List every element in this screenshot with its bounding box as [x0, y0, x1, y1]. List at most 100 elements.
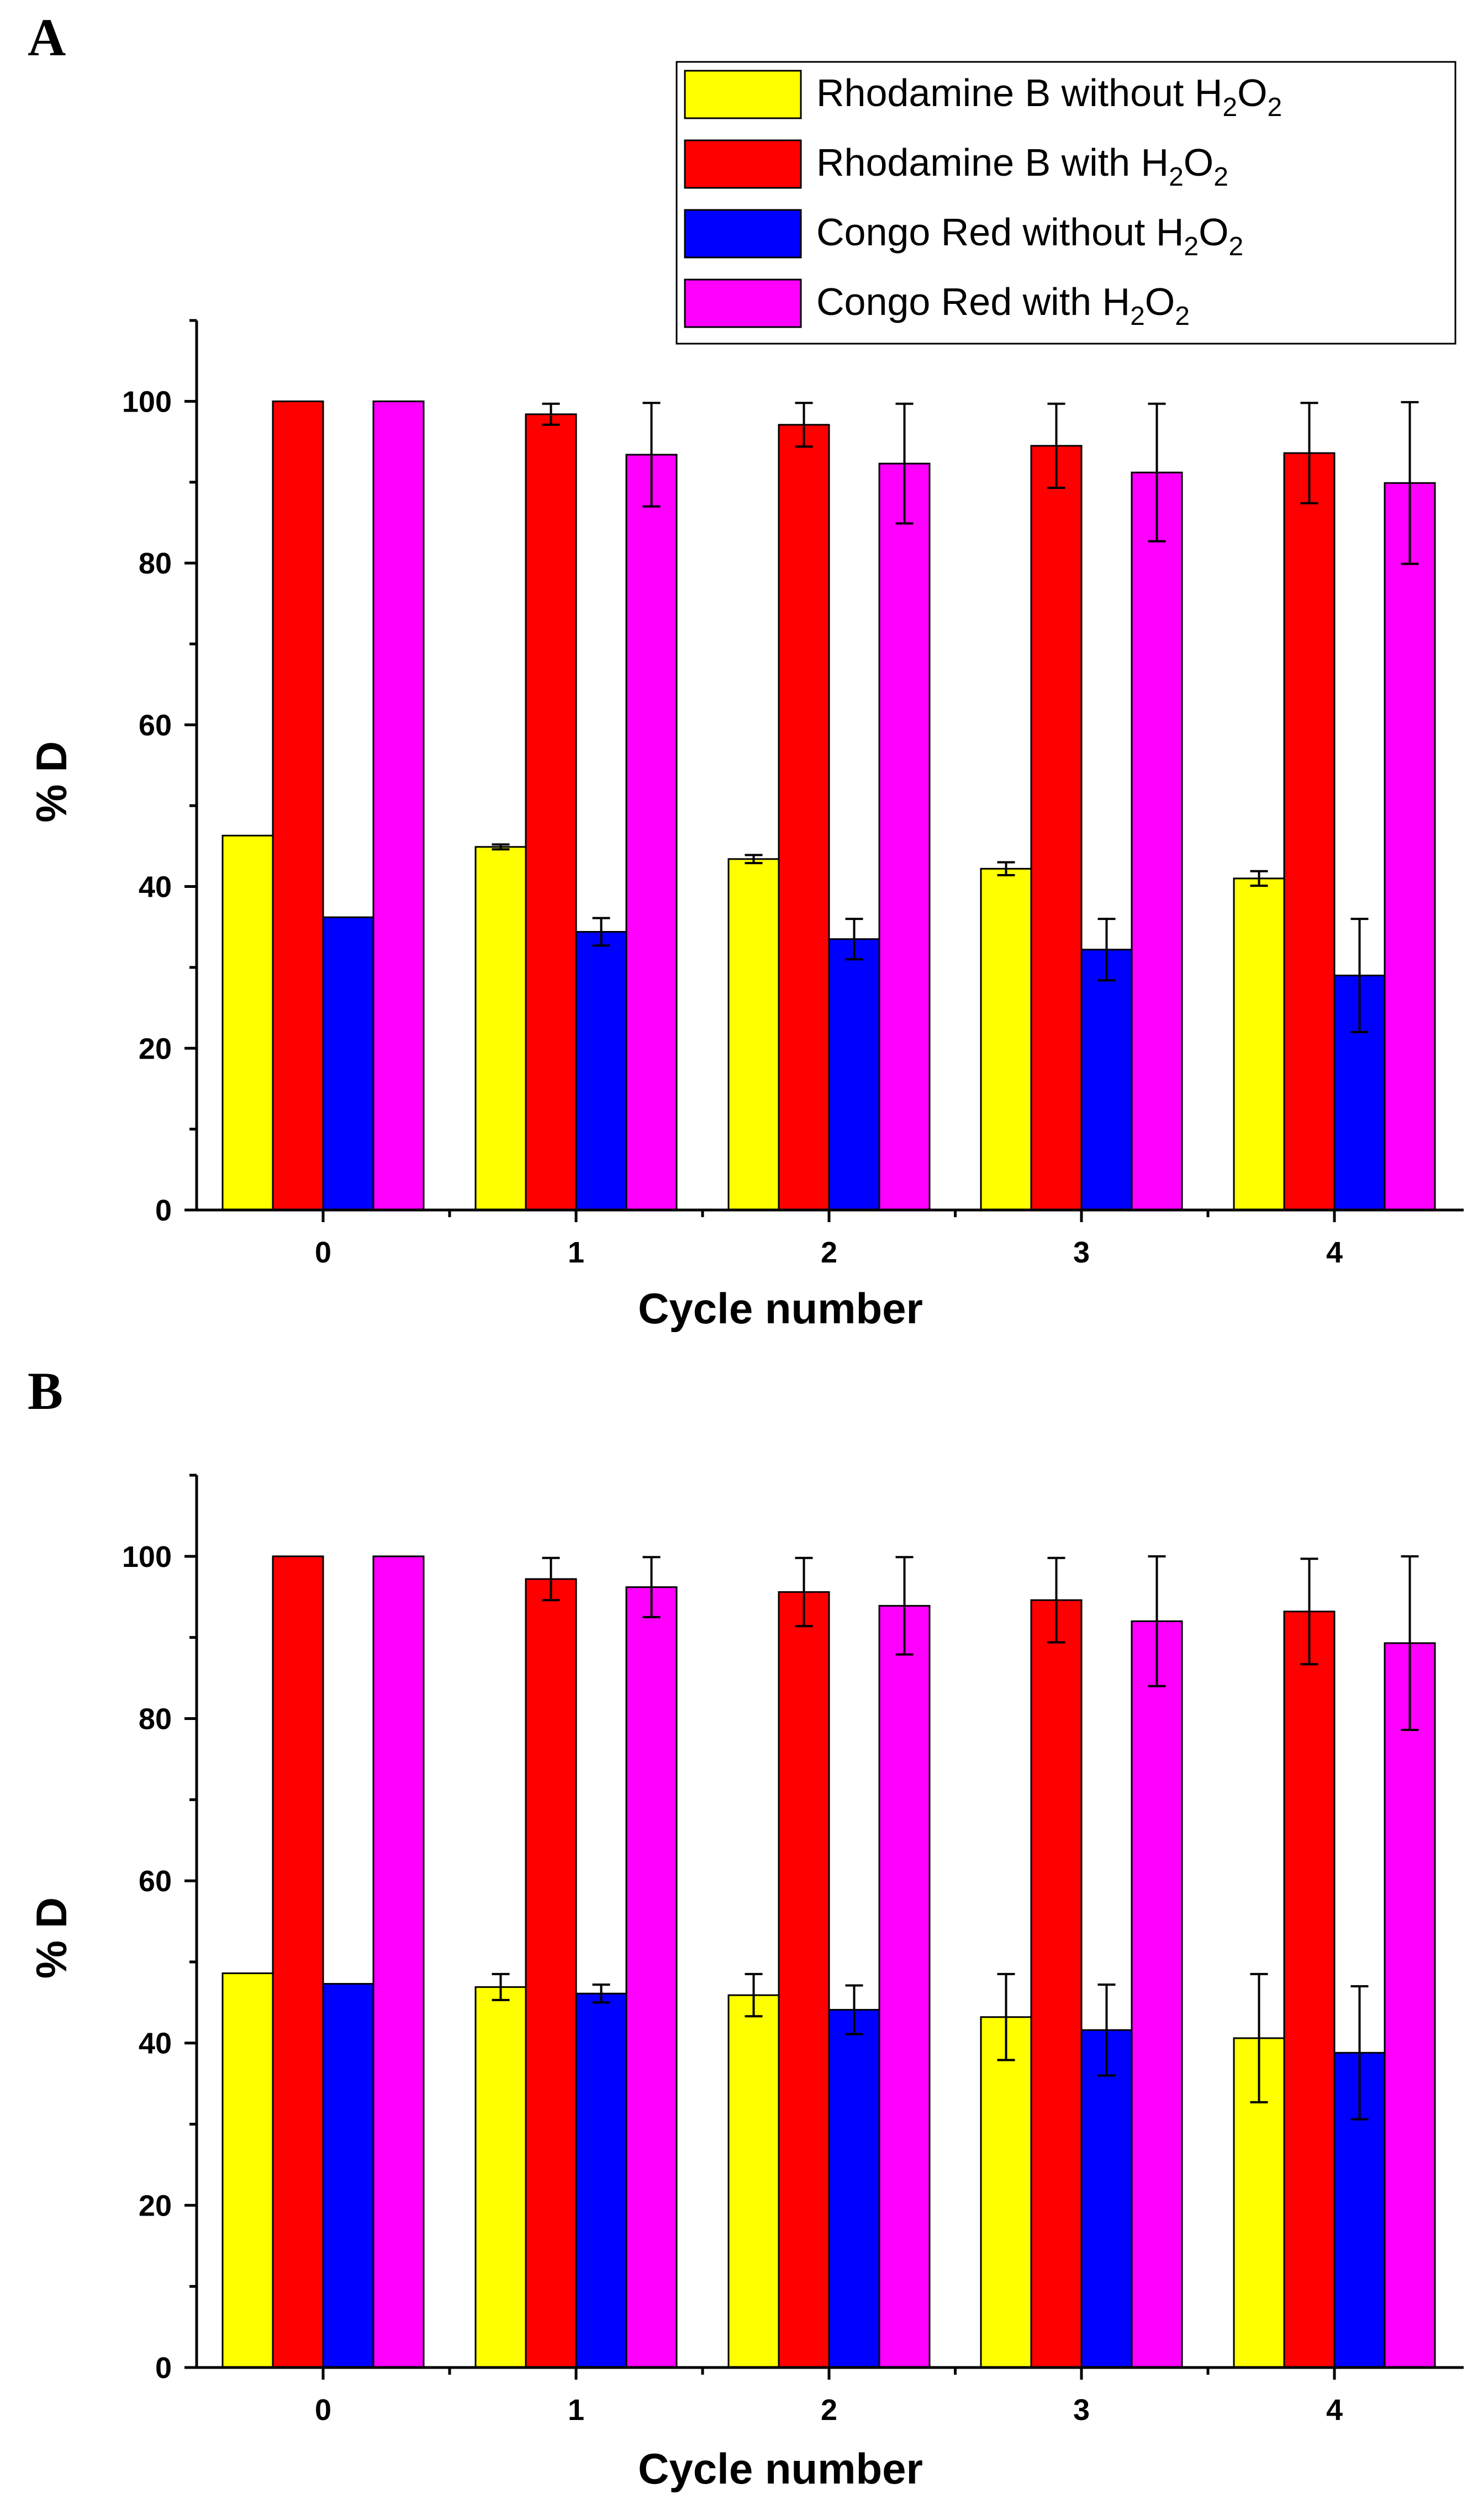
bar-a-congo-red-with-h2o2-cycle-2: [878, 462, 931, 1211]
legend-item-rhodamine-b-without-h2o2: Rhodamine B without H2O2: [684, 70, 1282, 122]
bar-a-rhodamine-b-without-h2o2-cycle-1: [474, 846, 527, 1211]
error-bar-a-congo-red-with-h2o2-cycle-1: [642, 402, 661, 508]
y-axis-title-a: % D: [27, 741, 76, 822]
legend-item-congo-red-without-h2o2: Congo Red without H2O2: [684, 209, 1243, 261]
bar-a-rhodamine-b-with-h2o2-cycle-2: [778, 424, 830, 1211]
bar-b-rhodamine-b-without-h2o2-cycle-1: [474, 1986, 527, 2369]
bar-b-rhodamine-b-without-h2o2-cycle-2: [727, 1994, 780, 2369]
bar-a-rhodamine-b-without-h2o2-cycle-3: [980, 867, 1032, 1211]
bar-b-rhodamine-b-with-h2o2-cycle-2: [778, 1591, 830, 2369]
bar-b-rhodamine-b-with-h2o2-cycle-0: [272, 1555, 324, 2369]
legend: Rhodamine B without H2O2 Rhodamine B with…: [675, 61, 1456, 345]
bar-b-congo-red-with-h2o2-cycle-3: [1131, 1620, 1183, 2369]
bar-a-rhodamine-b-with-h2o2-cycle-3: [1030, 445, 1083, 1211]
panel-b-label: B: [28, 1361, 63, 1421]
bar-b-rhodamine-b-without-h2o2-cycle-3: [980, 2016, 1032, 2369]
bar-b-rhodamine-b-with-h2o2-cycle-3: [1030, 1599, 1083, 2369]
bar-a-congo-red-without-h2o2-cycle-1: [575, 931, 627, 1211]
y-tick-label-a-0: 0: [155, 1194, 172, 1227]
error-bar-a-congo-red-without-h2o2-cycle-1: [592, 917, 610, 947]
error-bar-a-congo-red-without-h2o2-cycle-3: [1097, 918, 1116, 982]
error-bar-b-rhodamine-b-without-h2o2-cycle-2: [745, 1972, 763, 2018]
legend-item-rhodamine-b-with-h2o2: Rhodamine B with H2O2: [684, 139, 1228, 192]
error-bar-b-congo-red-without-h2o2-cycle-3: [1097, 1984, 1116, 2077]
error-bar-b-rhodamine-b-without-h2o2-cycle-4: [1250, 1972, 1268, 2103]
legend-label: Congo Red without H2O2: [816, 211, 1243, 261]
y-tick-label-b-100: 100: [122, 1540, 172, 1574]
bar-b-congo-red-without-h2o2-cycle-2: [828, 2009, 880, 2369]
legend-item-congo-red-with-h2o2: Congo Red with H2O2: [684, 278, 1190, 331]
y-tick-label-a-80: 80: [139, 547, 172, 580]
y-tick-label-a-60: 60: [139, 709, 172, 742]
error-bar-a-congo-red-with-h2o2-cycle-4: [1401, 401, 1419, 565]
bar-b-congo-red-without-h2o2-cycle-1: [575, 1992, 627, 2369]
x-axis-title-a: Cycle number: [638, 1284, 923, 1333]
bar-b-rhodamine-b-with-h2o2-cycle-1: [525, 1578, 577, 2369]
error-bar-b-congo-red-without-h2o2-cycle-2: [845, 1984, 863, 2035]
bar-a-rhodamine-b-without-h2o2-cycle-2: [727, 858, 780, 1211]
error-bar-b-rhodamine-b-with-h2o2-cycle-1: [542, 1556, 560, 1602]
error-bar-b-rhodamine-b-with-h2o2-cycle-3: [1047, 1556, 1065, 1644]
y-tick-label-b-0: 0: [155, 2351, 172, 2385]
error-bar-a-rhodamine-b-with-h2o2-cycle-4: [1300, 402, 1318, 504]
panel-b-chart: B 0 20 40 60 80 100 0 1 2 3 4 Cycle number % D: [27, 1361, 1464, 2493]
x-tick-label-b-2: 2: [821, 2393, 837, 2427]
panel-a-chart: A 0 20 40 60 80 100 0 1 2 3 4 Cycle number % D: [27, 8, 1464, 1333]
x-tick-label-a-2: 2: [821, 1236, 837, 1269]
y-tick-label-a-40: 40: [139, 871, 172, 904]
error-bar-b-congo-red-without-h2o2-cycle-1: [592, 1984, 610, 2004]
legend-swatch: [684, 278, 802, 328]
bar-a-rhodamine-b-without-h2o2-cycle-4: [1233, 877, 1285, 1211]
legend-swatch: [684, 139, 802, 189]
bar-b-congo-red-without-h2o2-cycle-0: [322, 1983, 374, 2369]
error-bar-b-congo-red-with-h2o2-cycle-2: [895, 1556, 914, 1656]
y-tick-label-b-40: 40: [139, 2027, 172, 2060]
bar-b-rhodamine-b-without-h2o2-cycle-0: [221, 1972, 274, 2369]
error-bar-a-congo-red-with-h2o2-cycle-3: [1148, 402, 1166, 543]
x-tick-label-a-0: 0: [315, 1236, 331, 1269]
bar-a-congo-red-with-h2o2-cycle-1: [625, 454, 678, 1211]
bar-a-congo-red-without-h2o2-cycle-2: [828, 938, 880, 1211]
error-bar-a-rhodamine-b-without-h2o2-cycle-4: [1250, 870, 1268, 887]
bar-b-congo-red-with-h2o2-cycle-0: [372, 1555, 425, 2369]
legend-label: Rhodamine B without H2O2: [816, 71, 1282, 122]
error-bar-a-congo-red-with-h2o2-cycle-2: [895, 402, 914, 525]
x-axis-title-b: Cycle number: [638, 2444, 923, 2493]
x-tick-label-a-4: 4: [1326, 1236, 1343, 1269]
legend-label: Congo Red with H2O2: [816, 280, 1190, 331]
y-tick-label-b-80: 80: [139, 1702, 172, 1735]
bar-a-congo-red-with-h2o2-cycle-0: [372, 400, 425, 1211]
bar-a-rhodamine-b-with-h2o2-cycle-4: [1283, 452, 1336, 1211]
error-bar-a-rhodamine-b-with-h2o2-cycle-2: [795, 402, 813, 448]
x-tick-label-b-3: 3: [1073, 2393, 1090, 2427]
error-bar-b-rhodamine-b-with-h2o2-cycle-2: [795, 1556, 813, 1628]
bar-b-congo-red-with-h2o2-cycle-4: [1384, 1642, 1436, 2369]
error-bar-b-congo-red-with-h2o2-cycle-1: [642, 1556, 661, 1618]
error-bar-a-rhodamine-b-without-h2o2-cycle-2: [745, 854, 763, 865]
y-tick-label-a-20: 20: [139, 1032, 172, 1065]
bar-a-rhodamine-b-without-h2o2-cycle-0: [221, 834, 274, 1211]
error-bar-a-rhodamine-b-without-h2o2-cycle-1: [492, 843, 510, 851]
error-bar-b-rhodamine-b-without-h2o2-cycle-1: [492, 1972, 510, 2001]
error-bar-a-congo-red-without-h2o2-cycle-4: [1350, 918, 1369, 1033]
error-bar-a-rhodamine-b-without-h2o2-cycle-3: [997, 861, 1015, 877]
error-bar-a-congo-red-without-h2o2-cycle-2: [845, 918, 863, 961]
legend-swatch: [684, 209, 802, 259]
bar-b-congo-red-with-h2o2-cycle-2: [878, 1604, 931, 2369]
error-bar-b-congo-red-without-h2o2-cycle-4: [1350, 1985, 1369, 2121]
y-tick-label-b-60: 60: [139, 1865, 172, 1898]
bar-a-congo-red-without-h2o2-cycle-3: [1080, 949, 1133, 1211]
error-bar-b-congo-red-with-h2o2-cycle-3: [1148, 1555, 1166, 1687]
bar-a-rhodamine-b-with-h2o2-cycle-0: [272, 400, 324, 1211]
y-tick-label-a-100: 100: [122, 385, 172, 418]
error-bar-a-rhodamine-b-with-h2o2-cycle-1: [542, 402, 560, 426]
panel-a-label: A: [28, 8, 66, 67]
legend-box: [675, 61, 1456, 345]
x-tick-label-a-3: 3: [1073, 1236, 1090, 1269]
y-tick-label-b-20: 20: [139, 2189, 172, 2222]
x-tick-label-b-1: 1: [568, 2393, 584, 2427]
bar-a-congo-red-with-h2o2-cycle-3: [1131, 471, 1183, 1211]
legend-swatch: [684, 70, 802, 119]
bar-a-rhodamine-b-with-h2o2-cycle-1: [525, 413, 577, 1211]
